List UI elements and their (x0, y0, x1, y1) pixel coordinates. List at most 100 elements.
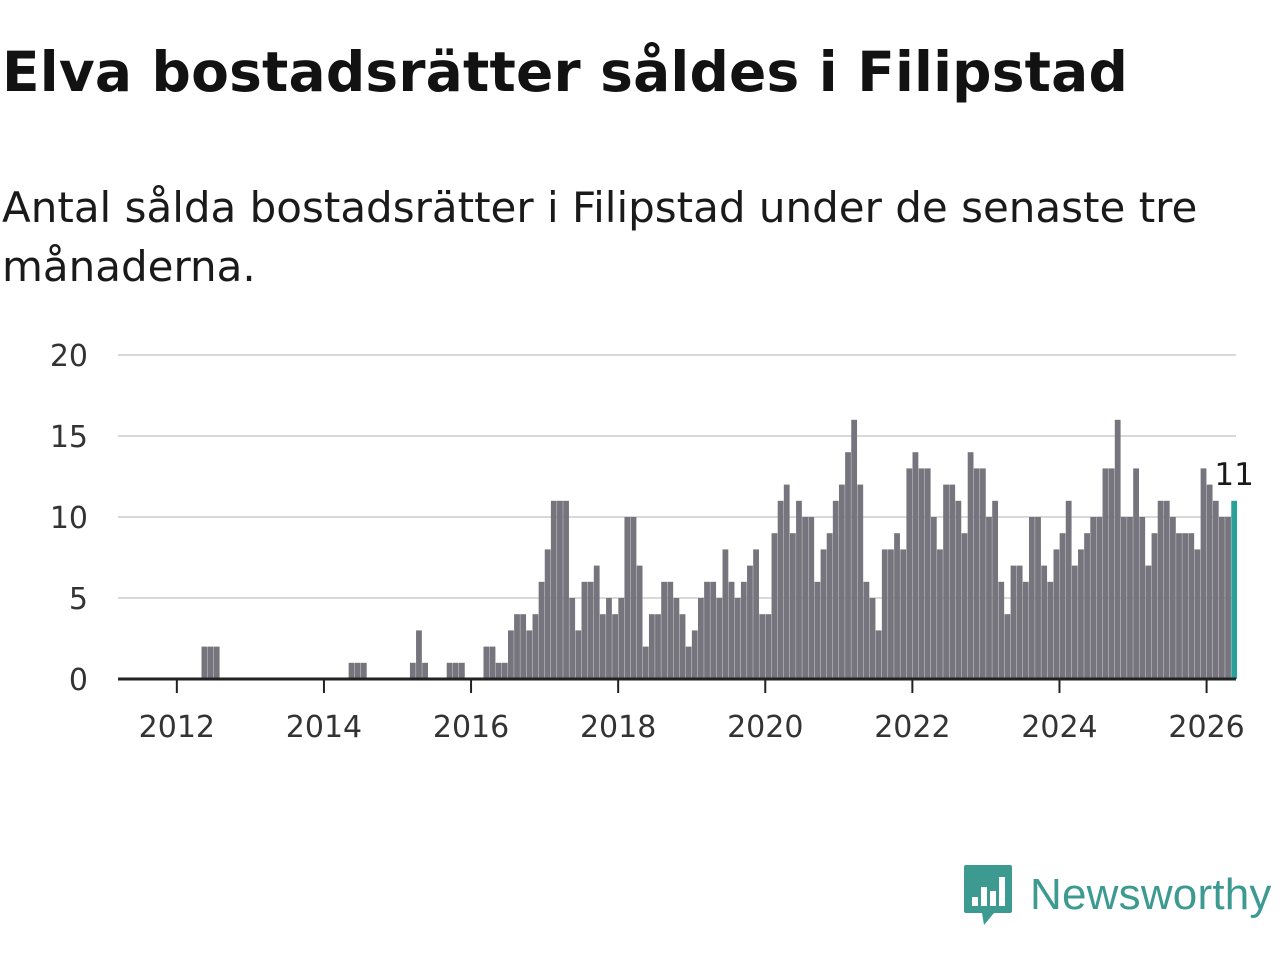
bar (1219, 517, 1225, 679)
bar (1053, 549, 1060, 679)
bar (734, 598, 741, 679)
bar (1212, 500, 1219, 679)
bar (783, 484, 790, 679)
bar (1028, 517, 1035, 679)
y-tick-label: 0 (69, 663, 88, 698)
bar (661, 581, 668, 679)
newsworthy-logo-icon (964, 865, 1012, 925)
bar (1176, 533, 1182, 679)
bar (557, 500, 563, 679)
bar (636, 565, 643, 679)
bar (722, 549, 729, 679)
x-axis-ticks: 2012 2014 2016 2018 2020 2022 2024 2026 (139, 679, 1245, 745)
bar (618, 598, 625, 679)
bar (648, 614, 655, 679)
bar (446, 662, 453, 679)
bar (894, 533, 900, 679)
bar (354, 662, 361, 679)
bar (1010, 565, 1017, 679)
bar (796, 500, 802, 679)
bar (1041, 565, 1048, 679)
bar-highlight (1231, 500, 1238, 679)
bar (1065, 500, 1072, 679)
bar (416, 630, 422, 679)
bar (624, 517, 631, 679)
bar (1133, 468, 1139, 679)
bar (869, 598, 876, 679)
bar (563, 500, 569, 679)
bar (685, 646, 692, 679)
bar (507, 630, 514, 679)
x-tick-label: 2014 (286, 710, 362, 745)
x-tick-label: 2026 (1168, 710, 1244, 745)
newsworthy-logo[interactable]: Newsworthy (962, 862, 1272, 928)
bar (838, 484, 845, 679)
bar (1035, 517, 1041, 679)
bar (967, 452, 974, 679)
bar (753, 549, 759, 679)
bar (587, 581, 594, 679)
bar (777, 500, 784, 679)
bar (679, 614, 686, 679)
bar (1163, 500, 1170, 679)
bar (501, 662, 508, 679)
bar (698, 598, 704, 679)
y-tick-label: 10 (50, 501, 88, 536)
bar (802, 517, 808, 679)
y-tick-label: 5 (69, 582, 88, 617)
bar (820, 549, 827, 679)
bar (1016, 565, 1023, 679)
bar (1059, 533, 1066, 679)
chart-subtitle: Antal sålda bostadsrätter i Filipstad un… (2, 183, 1198, 291)
bar (881, 549, 888, 679)
x-tick-label: 2018 (580, 710, 656, 745)
y-axis-ticks: 0 5 10 15 20 (50, 339, 88, 698)
bar (606, 598, 612, 679)
bar (1090, 517, 1097, 679)
bar (826, 533, 833, 679)
bar (992, 500, 999, 679)
bar (875, 630, 882, 679)
bar (1004, 614, 1011, 679)
bar (1108, 468, 1115, 679)
brand-name: Newsworthy (1030, 870, 1272, 919)
bar (1120, 517, 1127, 679)
bar (704, 581, 710, 679)
bar (630, 517, 637, 679)
bar (851, 419, 858, 679)
bar (550, 500, 557, 679)
bar (728, 581, 735, 679)
bar (489, 646, 496, 679)
bar (949, 484, 956, 679)
bars (201, 419, 1238, 679)
bar-chart: 0 5 10 15 20 2012 2014 2016 2018 2020 2022 2024 202… (50, 339, 1254, 745)
bar (1200, 468, 1207, 679)
bar (943, 484, 949, 679)
bar (667, 581, 674, 679)
bar (1151, 533, 1158, 679)
bar (1078, 549, 1084, 679)
bar (458, 662, 465, 679)
bar (348, 662, 355, 679)
bar (832, 500, 839, 679)
bar (900, 549, 907, 679)
bar (888, 549, 894, 679)
x-tick-label: 2012 (139, 710, 215, 745)
bar (1145, 565, 1152, 679)
bar (1071, 565, 1078, 679)
bar (1139, 517, 1146, 679)
bar (1096, 517, 1103, 679)
bar (575, 630, 582, 679)
bar (924, 468, 931, 679)
bar (759, 614, 766, 679)
bar (1084, 533, 1090, 679)
bar (789, 533, 796, 679)
bar (612, 614, 618, 679)
bar (1114, 419, 1121, 679)
bar (710, 581, 717, 679)
bar (765, 614, 772, 679)
bar (569, 598, 576, 679)
bar (526, 630, 533, 679)
bar (213, 646, 220, 679)
y-tick-label: 15 (50, 420, 88, 455)
